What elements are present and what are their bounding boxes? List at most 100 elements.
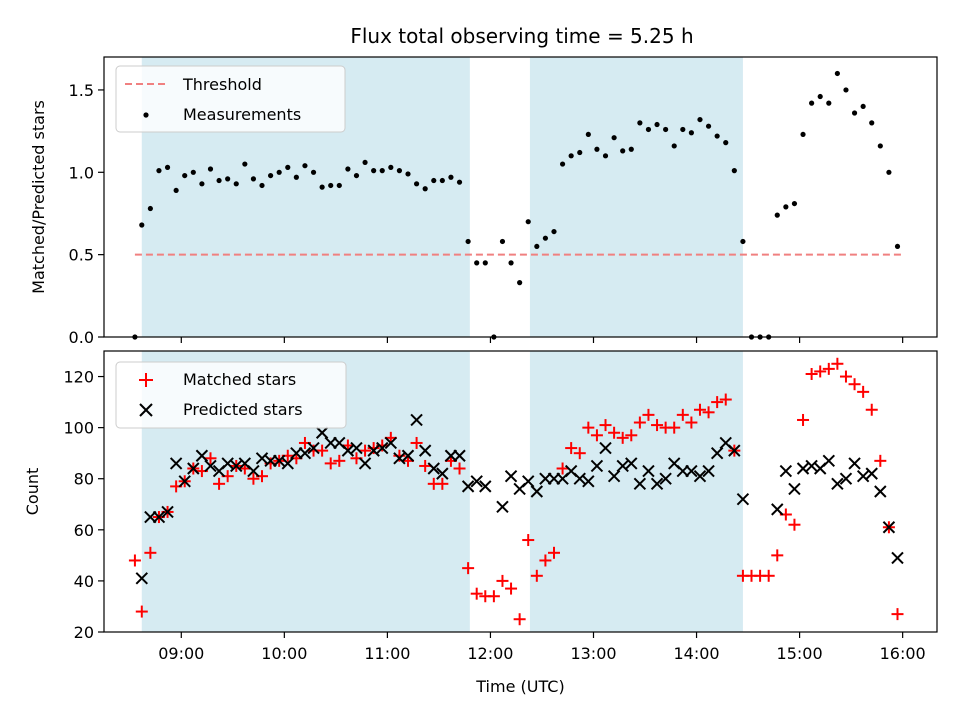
measurement-point xyxy=(559,161,566,167)
predicted-star-point xyxy=(187,462,200,475)
matched-star-point xyxy=(487,590,500,603)
measurement-point xyxy=(353,172,360,179)
matched-star-point xyxy=(539,554,552,567)
measurement-point xyxy=(697,116,703,123)
matched-star-point xyxy=(316,444,329,457)
predicted-star-point xyxy=(839,472,853,485)
predicted-star-point xyxy=(522,475,535,488)
predicted-star-point xyxy=(822,454,836,468)
top-axes-frame xyxy=(103,56,938,338)
predicted-star-point xyxy=(230,459,243,473)
predicted-star-point xyxy=(771,503,784,516)
predicted-star-point xyxy=(376,441,389,455)
measurement-point xyxy=(199,181,205,187)
measurement-point xyxy=(293,174,299,180)
predicted-star-point xyxy=(272,454,286,468)
top-legend-box xyxy=(115,65,346,133)
matched-star-point xyxy=(771,549,784,562)
measurement-point xyxy=(602,153,609,159)
measurement-point xyxy=(663,126,669,133)
x-tick-label: 15:00 xyxy=(777,644,823,663)
measurement-point xyxy=(542,235,549,241)
predicted-star-point xyxy=(779,464,793,478)
measurement-point xyxy=(388,164,394,170)
predicted-star-point xyxy=(685,464,698,478)
predicted-star-point xyxy=(307,441,320,455)
measurement-point xyxy=(800,131,806,138)
measurement-point xyxy=(164,164,171,170)
matched-star-point xyxy=(333,454,346,467)
bottom-panel: 20 40 60 80 100 120 09:00 10:00 11:00 12:00 13:00… xyxy=(23,350,938,696)
legend-measurements-label: Measurements xyxy=(183,105,301,124)
measurement-point xyxy=(774,212,780,218)
measurement-point xyxy=(474,260,480,266)
predicted-star-point xyxy=(865,467,878,480)
x-axis-label: Time (UTC) xyxy=(475,677,564,696)
measurement-point xyxy=(319,184,325,190)
predicted-star-point xyxy=(358,457,372,470)
predicted-star-point xyxy=(856,469,870,483)
chart-title: Flux total observing time = 5.25 h xyxy=(350,24,693,48)
matched-star-point xyxy=(453,462,466,475)
measurement-point xyxy=(233,181,239,187)
predicted-star-point xyxy=(650,477,664,491)
predicted-star-point xyxy=(255,452,269,465)
measurement-point xyxy=(869,120,875,126)
matched-star-point xyxy=(135,605,148,618)
bottom-y-tick-label: 120 xyxy=(63,368,94,387)
predicted-star-point xyxy=(805,459,818,473)
measurement-point xyxy=(628,146,634,152)
legend-threshold-label: Threshold xyxy=(182,75,262,94)
top-x-ticks xyxy=(180,337,904,343)
measurement-point xyxy=(328,182,334,189)
predicted-star-point xyxy=(204,459,217,473)
predicted-star-point xyxy=(350,441,363,455)
measurement-point xyxy=(740,238,746,245)
bottom-x-ticks: 09:00 10:00 11:00 12:00 13:00 14:00 15:00 16:00 xyxy=(158,632,926,663)
bottom-y-tick-label: 20 xyxy=(74,623,94,642)
measurement-point xyxy=(568,153,574,159)
predicted-star-point xyxy=(427,462,440,475)
measurement-point xyxy=(877,143,883,149)
measurement-point xyxy=(688,130,694,136)
predicted-star-point xyxy=(393,452,406,465)
matched-star-point xyxy=(822,362,835,375)
measurement-point xyxy=(456,179,463,185)
measurement-point xyxy=(448,174,454,180)
measurements-series xyxy=(132,70,901,340)
top-y-tick-label: 0.0 xyxy=(69,328,94,347)
bottom-y-ticks: 20 40 60 80 100 120 xyxy=(63,368,104,642)
measurement-point xyxy=(362,159,368,166)
measurement-point xyxy=(499,238,506,245)
predicted-star-point xyxy=(152,510,166,524)
measurement-point xyxy=(551,228,557,235)
measurement-point xyxy=(276,169,282,175)
matched-star-point xyxy=(608,426,621,439)
matched-star-point xyxy=(676,408,689,421)
measurement-point xyxy=(886,169,892,175)
measurement-point xyxy=(525,219,531,225)
predicted-star-point xyxy=(221,457,234,470)
measurement-point xyxy=(671,143,677,149)
top-y-tick-label: 1.5 xyxy=(69,81,94,100)
predicted-star-point xyxy=(436,467,449,480)
matched-star-point xyxy=(213,477,226,490)
predicted-star-point xyxy=(728,444,741,457)
measurement-point xyxy=(242,161,248,167)
predicted-star-point xyxy=(461,480,475,493)
predicted-star-point xyxy=(384,436,398,450)
measurement-point xyxy=(594,146,600,152)
measurement-point xyxy=(843,87,849,93)
measurement-point xyxy=(379,168,385,174)
bottom-y-tick-label: 40 xyxy=(74,572,94,591)
matched-star-point xyxy=(625,429,638,442)
predicted-star-point xyxy=(625,457,638,470)
predicted-star-point xyxy=(831,477,844,491)
predicted-star-point xyxy=(135,572,148,585)
predicted-star-point xyxy=(281,457,294,470)
measurement-point xyxy=(645,126,652,133)
measurement-point xyxy=(216,177,222,184)
measurement-point xyxy=(809,100,815,106)
matched-star-point xyxy=(393,449,406,462)
predicted-star-point xyxy=(659,472,672,485)
